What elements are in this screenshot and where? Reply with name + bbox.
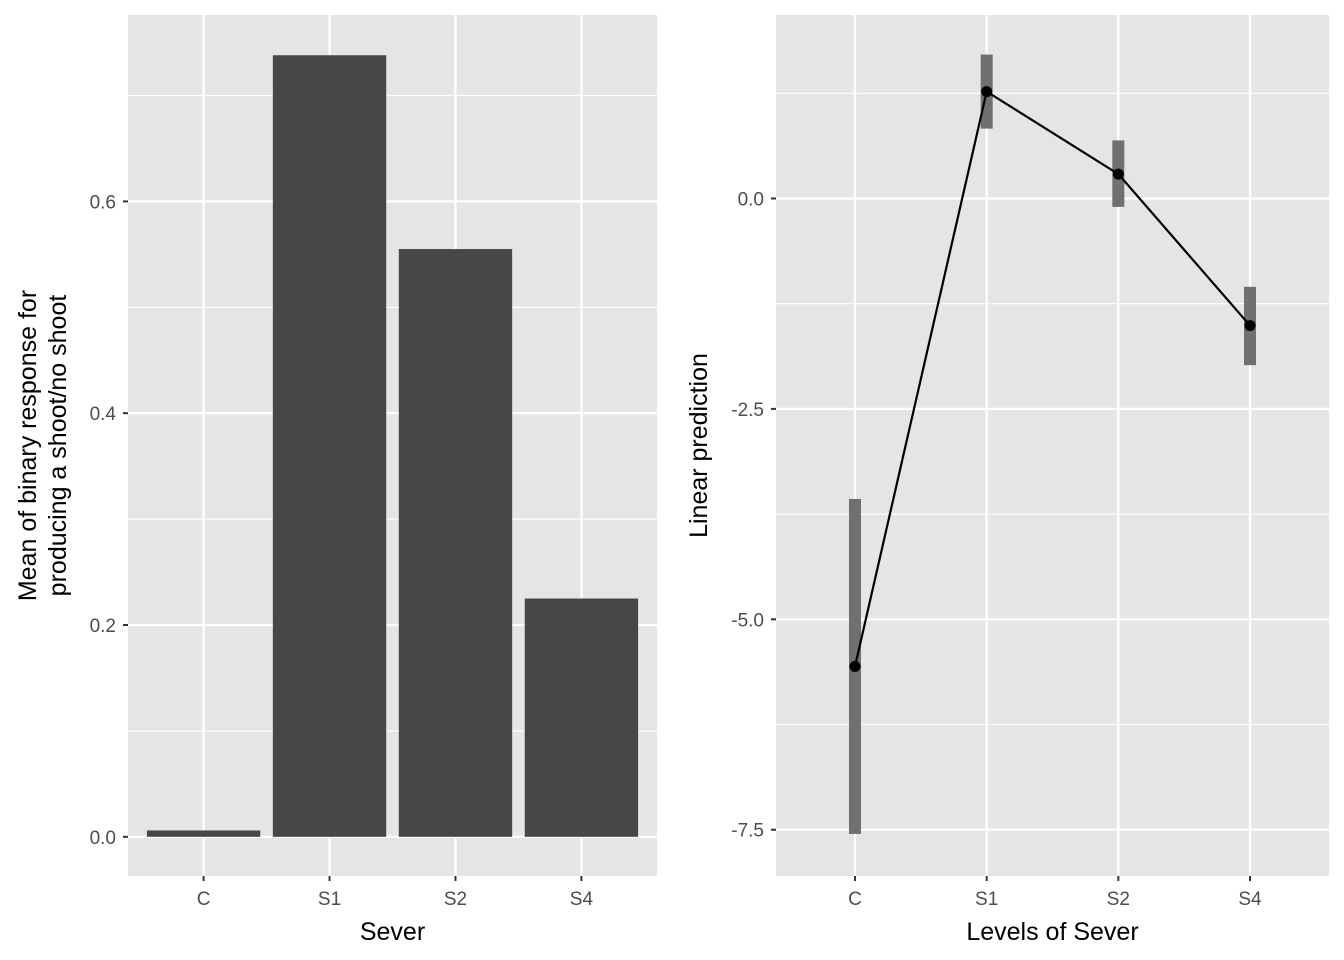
right-point-s2 xyxy=(1112,168,1124,180)
left-x-tick-label: S2 xyxy=(444,889,467,910)
left-y-tick-label: 0.0 xyxy=(90,828,116,849)
right-chart-line: -7.5 -5.0 -2.5 0.0 C S1 S2 S4 Levels of Sever Lin… xyxy=(685,15,1329,946)
left-bar-s2 xyxy=(398,249,513,837)
right-point-c xyxy=(849,660,861,672)
right-x-tick-label: C xyxy=(848,889,862,910)
left-y-axis-title-line: producing a shoot/no shoot xyxy=(44,295,72,597)
left-bar-s1 xyxy=(272,55,387,837)
right-point-s4 xyxy=(1244,320,1256,332)
right-panel-background xyxy=(776,15,1329,876)
left-bar-c xyxy=(146,830,261,837)
right-x-tick-label: S1 xyxy=(975,889,998,910)
right-y-tick-label: -2.5 xyxy=(731,400,764,421)
left-y-axis-title: Mean of binary response forproducing a s… xyxy=(14,290,72,601)
left-x-tick-label: S1 xyxy=(318,889,341,910)
left-bar-s4 xyxy=(524,598,639,837)
left-y-tick-label: 0.4 xyxy=(90,404,117,425)
left-y-tick-label: 0.2 xyxy=(90,616,116,637)
left-x-axis-title: Sever xyxy=(360,918,425,946)
left-chart-bar: 0.0 0.2 0.4 0.6 C S1 S2 S4 Sever Mean of binary r… xyxy=(14,15,657,946)
right-y-axis-title: Linear prediction xyxy=(685,353,713,538)
right-y-tick-label: -7.5 xyxy=(731,821,764,842)
left-x-tick-label: C xyxy=(197,889,211,910)
right-y-tick-label: 0.0 xyxy=(738,189,764,210)
right-series-line xyxy=(853,89,1251,667)
right-x-axis-title: Levels of Sever xyxy=(966,918,1138,946)
left-x-tick-label: S4 xyxy=(570,889,594,910)
left-y-axis-title-line: Mean of binary response for xyxy=(14,290,42,601)
right-x-tick-label: S2 xyxy=(1107,889,1130,910)
right-point-s1 xyxy=(981,86,993,98)
left-y-tick-label: 0.6 xyxy=(90,192,116,213)
right-x-tick-label: S4 xyxy=(1238,889,1262,910)
right-y-tick-label: -5.0 xyxy=(731,610,764,631)
